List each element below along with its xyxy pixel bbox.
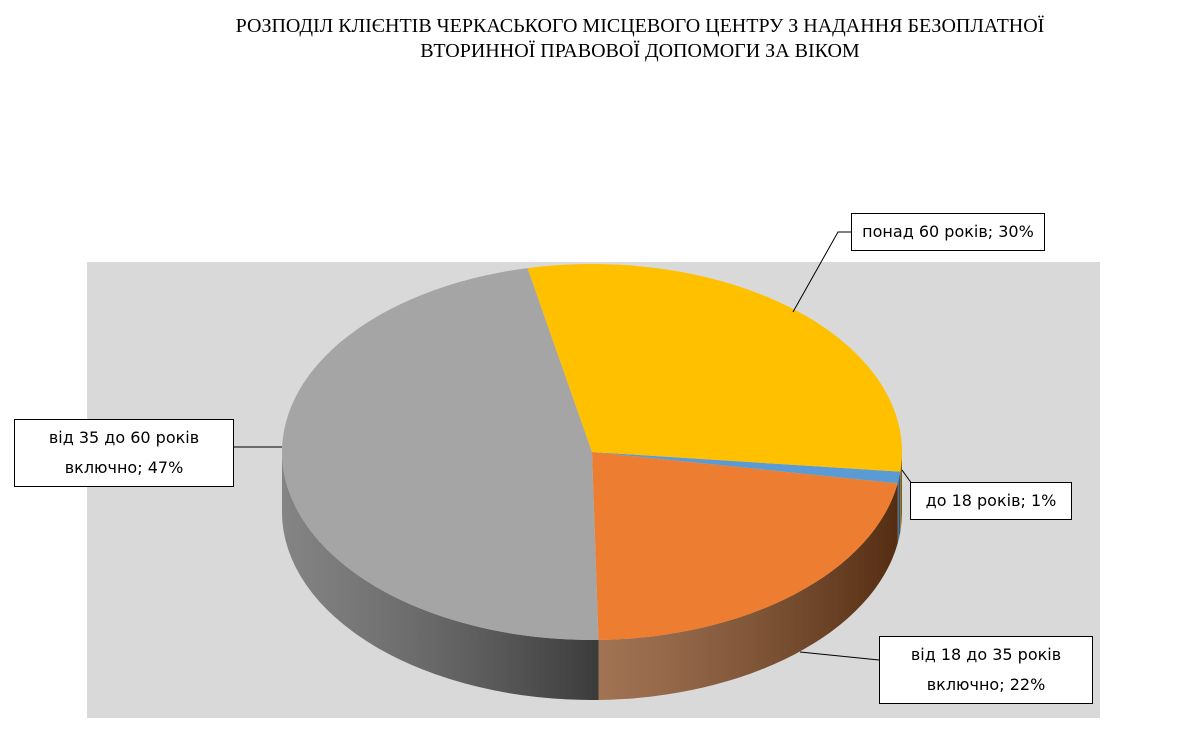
slice <box>282 268 599 640</box>
side-shade <box>897 471 901 544</box>
label-category: до 18 років <box>925 491 1021 510</box>
slice <box>592 452 901 484</box>
label-value: 30% <box>998 222 1034 241</box>
chart-title: РОЗПОДІЛ КЛІЄНТІВ ЧЕРКАСЬКОГО МІСЦЕВОГО … <box>235 15 1045 62</box>
data-label: понад 60 років; 30% <box>851 213 1045 251</box>
slice <box>592 452 898 640</box>
data-label: від 35 до 60 років включно; 47% <box>14 419 234 487</box>
data-label: від 18 до 35 років включно; 22% <box>879 636 1093 704</box>
leader-line <box>792 231 851 313</box>
side-shade <box>598 483 898 700</box>
label-category: від 18 до 35 років включно <box>910 645 1062 694</box>
side-shade <box>900 452 902 532</box>
leader-line <box>799 651 880 661</box>
label-value: 22% <box>1009 675 1046 694</box>
label-value: 47% <box>147 458 184 477</box>
label-category: від 35 до 60 років включно <box>48 428 200 477</box>
slice <box>527 264 902 472</box>
leader-line <box>901 469 913 485</box>
label-category: понад 60 років <box>862 222 988 241</box>
side-shade <box>282 452 599 700</box>
label-value: 1% <box>1030 491 1057 510</box>
data-label: до 18 років; 1% <box>910 482 1072 520</box>
